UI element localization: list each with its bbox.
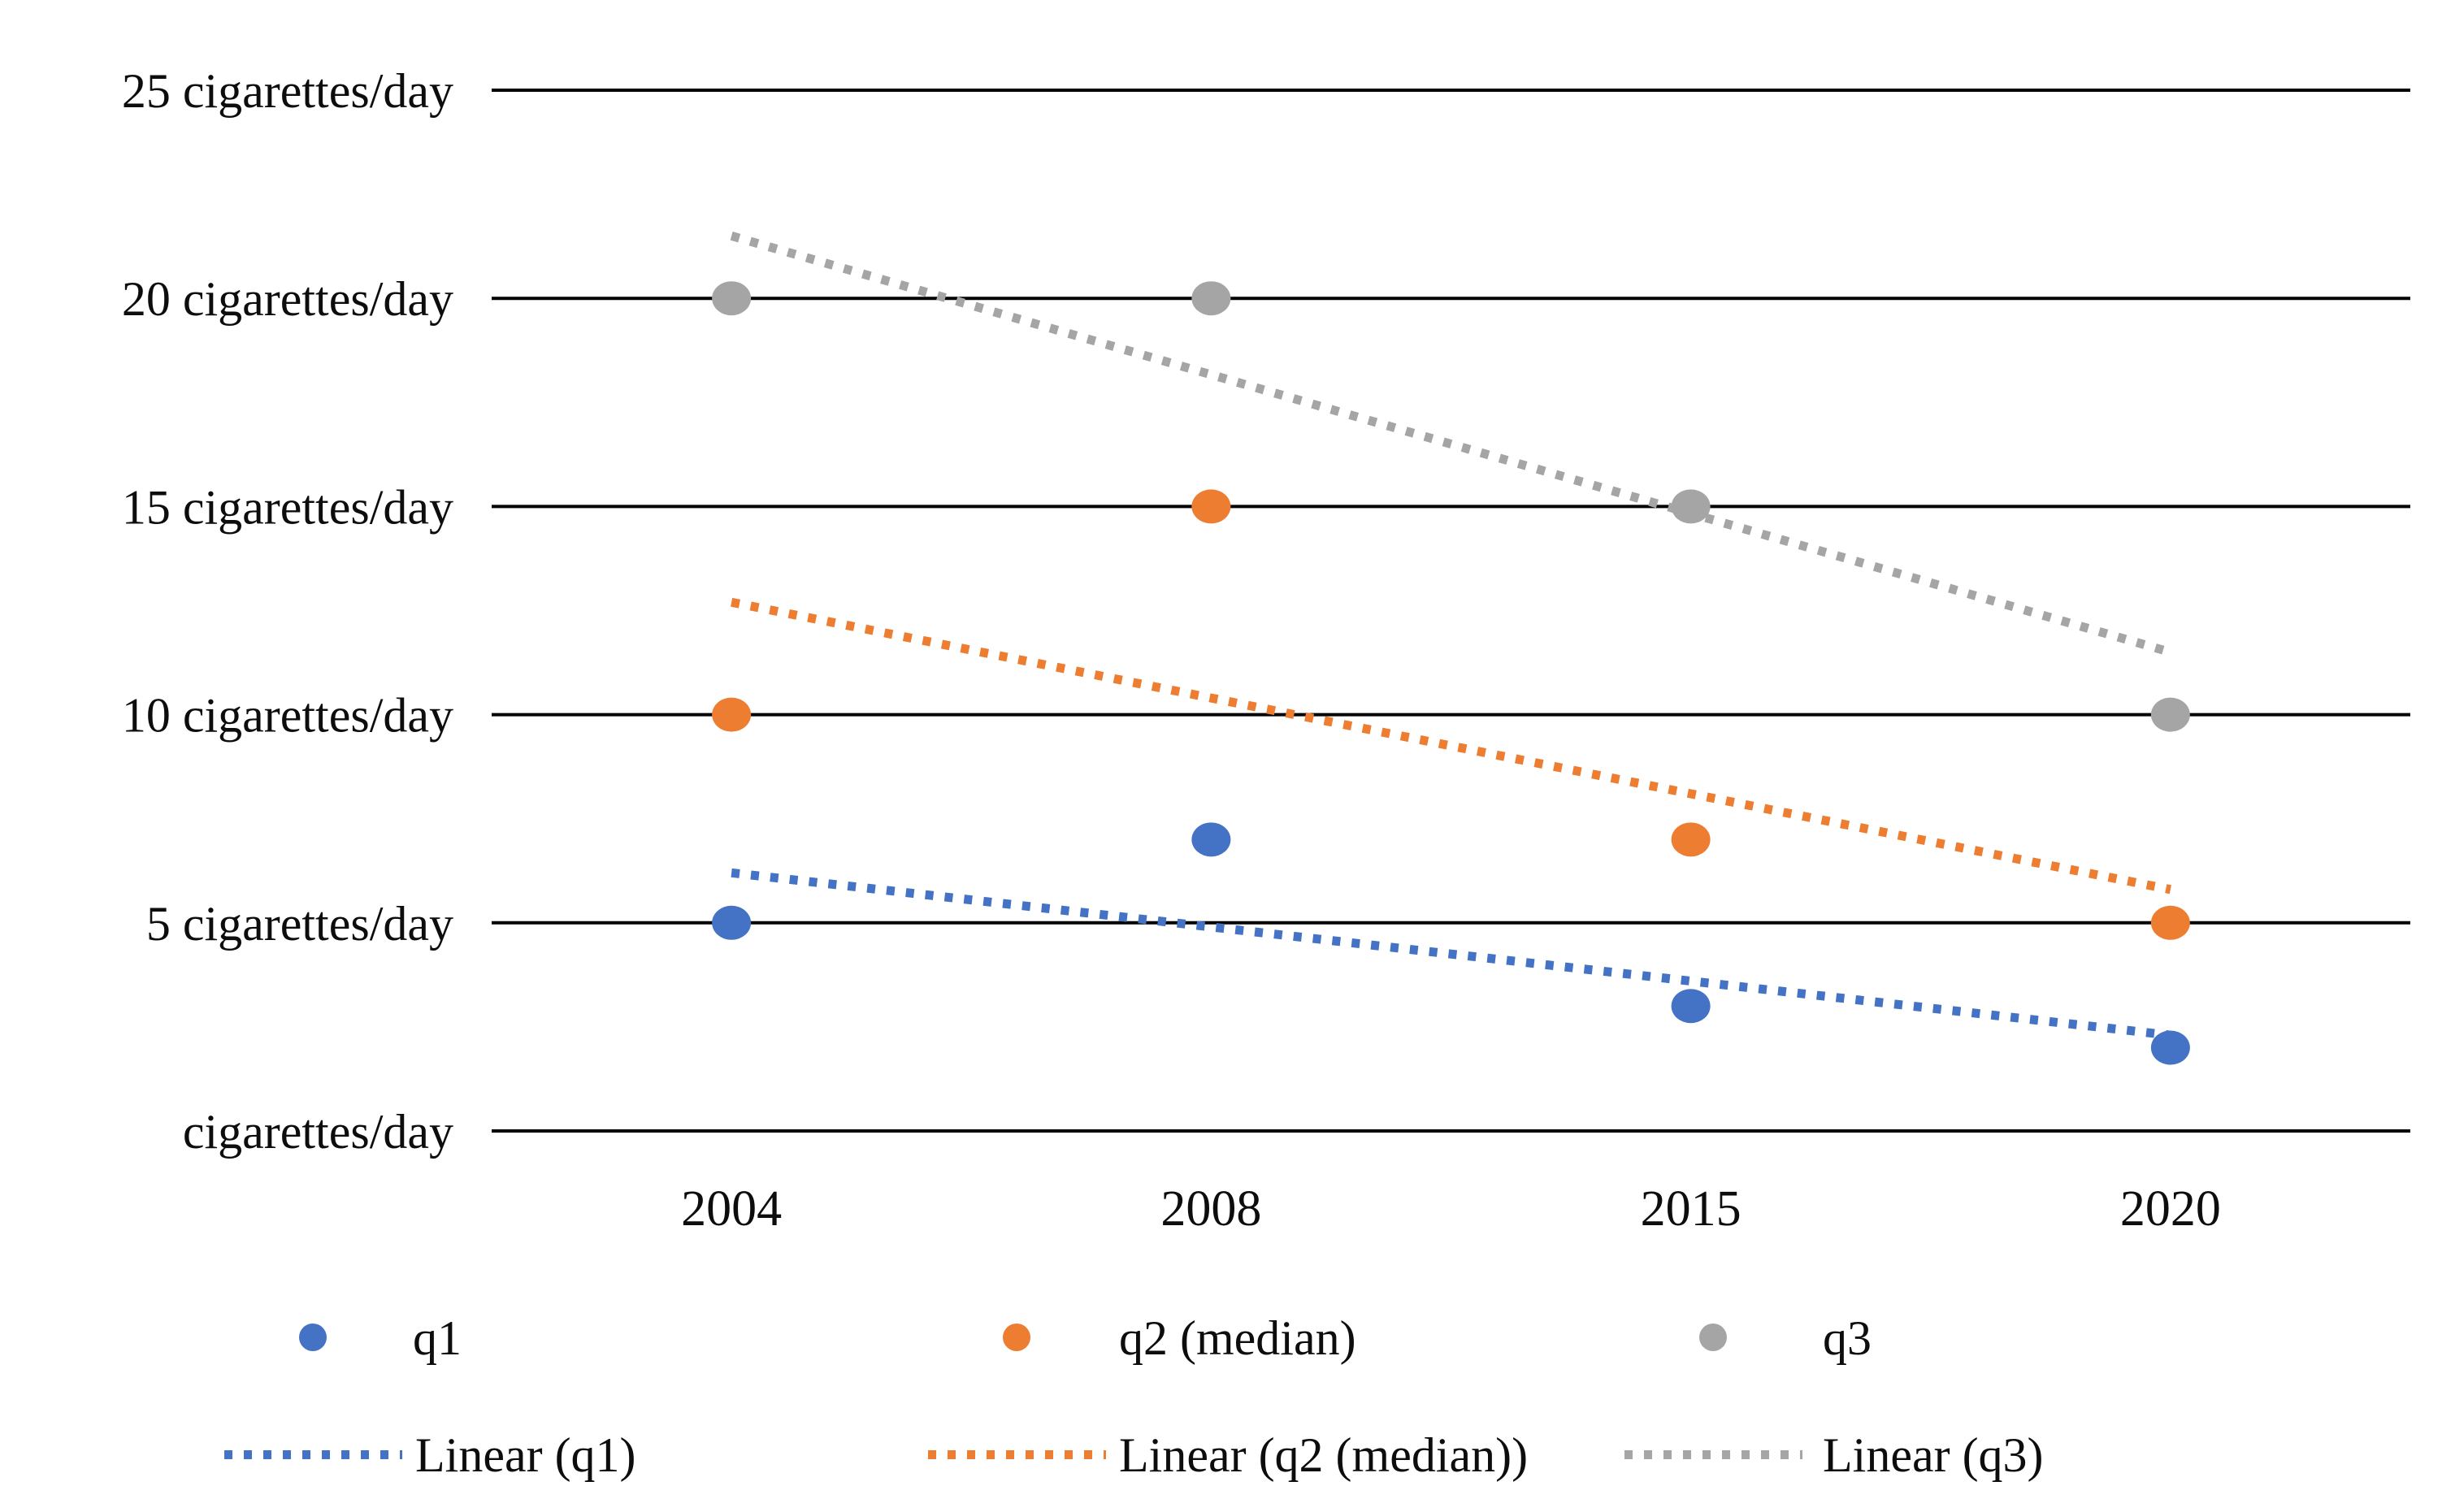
y-tick-label-15: 15 cigarettes/day [122,480,453,534]
data-point-q1-2015 [1671,989,1711,1024]
x-tick-label-2004: 2004 [681,1181,782,1237]
y-tick-label-0: cigarettes/day [183,1105,453,1159]
data-point-q2-median-2004 [712,697,752,732]
data-point-q1-2008 [1191,822,1231,857]
y-tick-label-25: 25 cigarettes/day [122,64,453,118]
y-tick-label-5: 5 cigarettes/day [146,897,453,951]
trendline-linear-q1 [731,868,2171,1040]
data-point-q3-2015 [1671,489,1711,524]
data-point-q1-2020 [2150,1030,2190,1065]
data-point-q2-median-2015 [1671,822,1711,857]
x-tick-label-2015: 2015 [1641,1181,1741,1237]
y-tick-label-20: 20 cigarettes/day [122,272,453,326]
data-point-q2-median-2020 [2150,905,2190,940]
data-point-q3-2020 [2150,697,2190,732]
data-point-q2-median-2008 [1191,489,1231,524]
x-tick-label-2008: 2008 [1160,1181,1261,1237]
trendline-linear-q2-median [731,597,2171,895]
data-point-q3-2008 [1191,281,1231,316]
data-point-q3-2004 [712,281,752,316]
trendline-linear-q3 [730,232,2172,657]
data-point-q1-2004 [712,905,752,940]
y-tick-label-10: 10 cigarettes/day [122,689,453,743]
x-tick-label-2020: 2020 [2120,1181,2221,1237]
